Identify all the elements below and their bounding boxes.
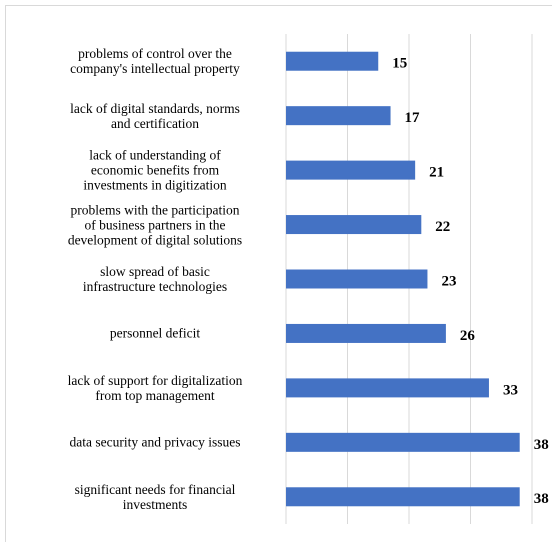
value-label: 26 (460, 328, 476, 344)
y-tick-label: problems with the participation of busin… (67, 202, 243, 248)
bar (286, 432, 520, 452)
y-tick-label: personnel deficit (109, 325, 201, 341)
y-tick-label: lack of support for digitalization from … (67, 372, 243, 403)
value-label: 22 (435, 219, 450, 235)
y-tick-label: data security and privacy issues (69, 434, 241, 450)
value-label: 33 (503, 382, 518, 398)
bar (286, 269, 428, 289)
bar (286, 51, 379, 71)
value-label: 38 (534, 491, 549, 507)
bar (286, 378, 489, 398)
bar (286, 323, 446, 343)
y-tick-label: lack of understanding of economic benefi… (83, 147, 227, 193)
value-label: 23 (441, 273, 456, 289)
value-label: 15 (392, 56, 407, 72)
chart-frame (5, 5, 552, 542)
value-label: 38 (534, 437, 549, 453)
value-label: 17 (405, 110, 421, 126)
y-tick-label: lack of digital standards, norms and cer… (70, 100, 240, 131)
bar (286, 215, 422, 235)
y-tick-label: problems of control over the company's i… (70, 46, 240, 77)
y-tick-label: slow spread of basic infrastructure tech… (82, 264, 228, 294)
value-label: 21 (429, 165, 444, 181)
bar (286, 160, 416, 180)
y-tick-label: significant needs for financial investme… (74, 481, 236, 512)
bar (286, 487, 520, 507)
bar (286, 106, 391, 126)
